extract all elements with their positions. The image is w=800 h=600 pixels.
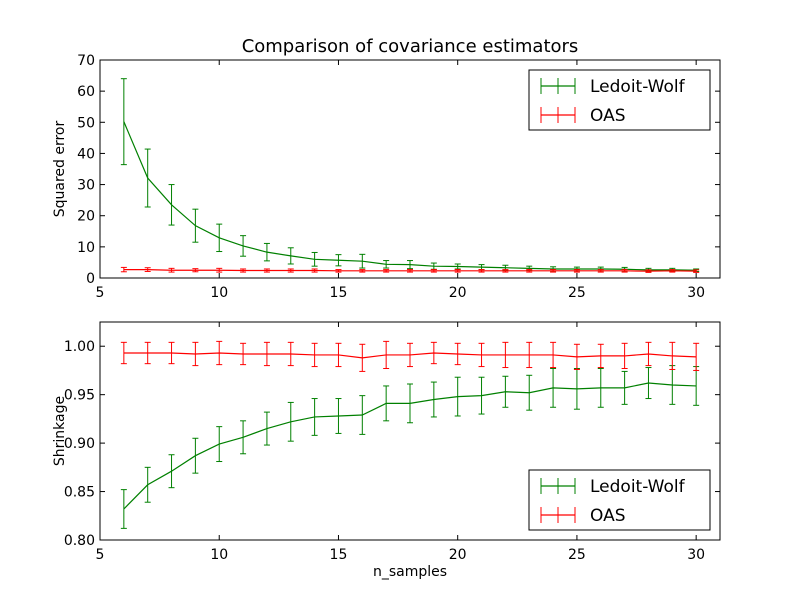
y-tick-label: 1.00	[64, 339, 95, 355]
x-tick-label: 20	[449, 285, 467, 301]
y-tick-label: 0.80	[64, 533, 95, 549]
legend-label: OAS	[590, 506, 626, 526]
y-tick-label: 20	[77, 209, 95, 225]
legend-top: Ledoit-Wolf OAS	[528, 69, 711, 131]
x-tick-label: 10	[210, 547, 228, 563]
panel-squared-error: Comparison of covariance estimators Squa…	[52, 36, 721, 301]
chart-title: Comparison of covariance estimators	[242, 36, 579, 57]
y-tick-label: 0.85	[64, 485, 95, 501]
x-tick-label: 25	[568, 547, 586, 563]
y-axis-label: Squared error	[52, 121, 68, 218]
series-line	[123, 121, 697, 271]
legend-label: Ledoit-Wolf	[590, 477, 686, 497]
series-line	[123, 268, 697, 272]
series-line	[123, 352, 697, 359]
y-tick-label: 30	[77, 178, 95, 194]
x-tick-label: 30	[687, 547, 705, 563]
series-oas	[120, 266, 700, 273]
y-tick-label: 60	[77, 84, 95, 100]
plot-area-squared-error: 5 10 15 20 25 30 0 10 20 30 40 50 60 70	[77, 53, 721, 301]
legend-box	[528, 469, 711, 531]
panel-shrinkage: Shrinkage n_samples 5 10 15 20 25 30 0.80 0.85 0…	[52, 321, 721, 580]
series-ledoit-wolf	[120, 365, 700, 529]
axes-frame	[99, 321, 721, 541]
legend-label: Ledoit-Wolf	[590, 77, 686, 97]
x-tick-label: 5	[96, 547, 105, 563]
x-axis-label: n_samples	[373, 564, 447, 580]
x-tick-label: 5	[96, 285, 105, 301]
legend-box	[528, 69, 711, 131]
x-tick-label: 15	[330, 285, 348, 301]
y-tick-label: 70	[77, 53, 95, 69]
y-tick-label: 40	[77, 146, 95, 162]
x-tick-label: 20	[449, 547, 467, 563]
y-tick-label: 10	[77, 240, 95, 256]
legend-label: OAS	[590, 106, 626, 126]
axes-frame	[99, 59, 721, 279]
series-line	[123, 382, 697, 510]
plot-area-shrinkage: 5 10 15 20 25 30 0.80 0.85 0.90 0.95 1.00	[64, 321, 721, 563]
x-tick-label: 15	[330, 547, 348, 563]
legend-bottom: Ledoit-Wolf OAS	[528, 469, 711, 531]
x-tick-label: 10	[210, 285, 228, 301]
y-tick-label: 0.90	[64, 436, 95, 452]
x-tick-label: 25	[568, 285, 586, 301]
y-tick-label: 0.95	[64, 388, 95, 404]
x-tick-label: 30	[687, 285, 705, 301]
y-tick-label: 50	[77, 115, 95, 131]
y-tick-label: 0	[86, 271, 95, 287]
series-oas	[120, 340, 700, 372]
y-axis-label: Shrinkage	[52, 396, 68, 466]
